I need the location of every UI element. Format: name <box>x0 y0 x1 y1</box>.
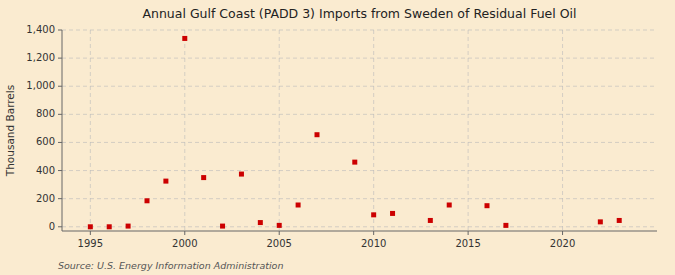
tick-x <box>562 231 563 235</box>
grid-line-y <box>62 58 657 59</box>
tick-label-y: 1,400 <box>26 24 55 35</box>
grid-line-y <box>62 142 657 143</box>
axes: 0 200 400 600 800 1,000 1,200 1,400 1995 2000 2005… <box>26 24 657 249</box>
grid <box>62 30 657 231</box>
point <box>315 132 320 137</box>
tick-x <box>373 231 374 235</box>
tick-y <box>58 86 62 87</box>
chart-container: 0 200 400 600 800 1,000 1,200 1,400 1995 2000 2005… <box>0 0 675 275</box>
grid-line-x <box>90 30 91 231</box>
tick-label-y: 400 <box>36 165 55 176</box>
grid-line-y <box>62 170 657 171</box>
tick-label-y: 800 <box>36 108 55 119</box>
grid-line-y <box>62 226 657 227</box>
point <box>182 36 187 41</box>
grid-line-x <box>468 30 469 231</box>
tick-x <box>468 231 469 235</box>
axis-line-x <box>62 231 657 232</box>
grid-line-x <box>562 30 563 231</box>
tick-label-y: 1,200 <box>26 52 55 63</box>
grid-line-x <box>279 30 280 231</box>
grid-line-y <box>62 198 657 199</box>
tick-y <box>58 142 62 143</box>
point <box>296 202 301 207</box>
point <box>220 224 225 229</box>
tick-label-x: 2005 <box>266 238 291 249</box>
grid-line-y <box>62 114 657 115</box>
page: {"chart_data": {"type": "scatter", "titl… <box>0 0 675 275</box>
tick-x <box>90 231 91 235</box>
tick-y <box>58 170 62 171</box>
point <box>503 223 508 228</box>
point <box>201 175 206 180</box>
point <box>258 220 263 225</box>
grid-line-y <box>62 86 657 87</box>
tick-label-x: 2015 <box>455 238 480 249</box>
point <box>352 160 357 165</box>
point <box>371 212 376 217</box>
point <box>277 223 282 228</box>
tick-label-y: 200 <box>36 193 55 204</box>
point <box>239 172 244 177</box>
tick-x <box>184 231 185 235</box>
axis-line-y <box>62 30 63 231</box>
point <box>617 218 622 223</box>
tick-label-y: 600 <box>36 136 55 147</box>
tick-y <box>58 30 62 31</box>
point <box>163 179 168 184</box>
source-note: Source: U.S. Energy Information Administ… <box>58 260 283 271</box>
point <box>390 211 395 216</box>
axis-label-y: Thousand Barrels <box>4 85 16 177</box>
tick-label-x: 2010 <box>361 238 386 249</box>
point <box>126 224 131 229</box>
grid-line-x <box>373 30 374 231</box>
tick-y <box>58 58 62 59</box>
point <box>598 219 603 224</box>
tick-label-x: 2000 <box>172 238 197 249</box>
points <box>88 36 622 229</box>
tick-x <box>279 231 280 235</box>
grid-line-y <box>62 30 657 31</box>
tick-y <box>58 226 62 227</box>
point <box>447 202 452 207</box>
title: Annual Gulf Coast (PADD 3) Imports from … <box>142 6 576 21</box>
tick-y <box>58 114 62 115</box>
chart-svg: 0 200 400 600 800 1,000 1,200 1,400 1995 2000 2005… <box>0 0 675 275</box>
point <box>428 218 433 223</box>
tick-label-y: 1,000 <box>26 80 55 91</box>
tick-label-y: 0 <box>49 221 55 232</box>
point <box>485 203 490 208</box>
tick-y <box>58 198 62 199</box>
tick-label-x: 2020 <box>550 238 575 249</box>
point <box>107 224 112 229</box>
point <box>145 198 150 203</box>
grid-line-x <box>184 30 185 231</box>
point <box>88 224 93 229</box>
tick-label-x: 1995 <box>78 238 103 249</box>
